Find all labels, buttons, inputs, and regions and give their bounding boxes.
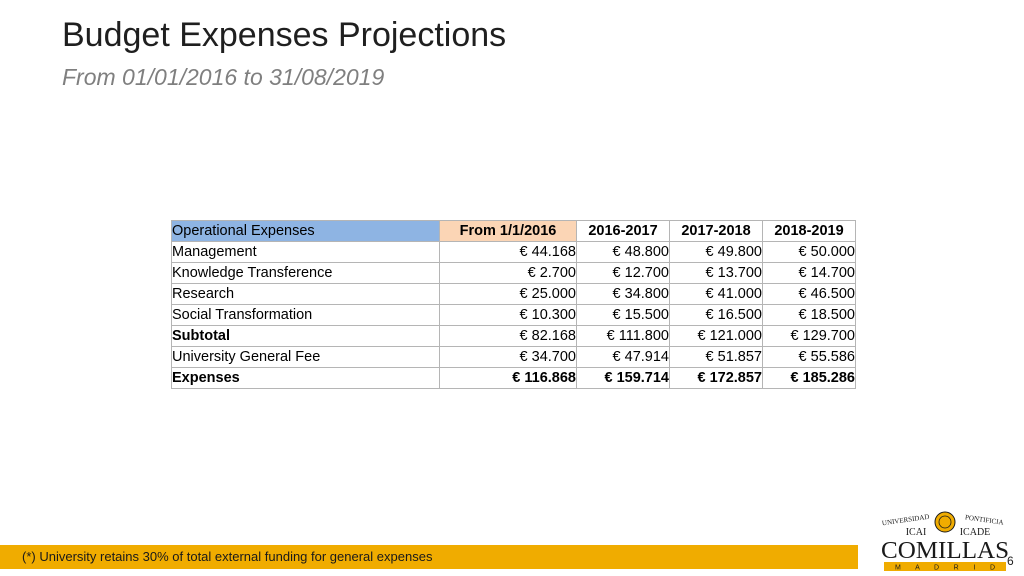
row-value: € 12.700 — [576, 262, 670, 284]
row-value: € 47.914 — [576, 346, 670, 368]
row-value: € 25.000 — [439, 283, 577, 305]
page-number: 6 — [1007, 554, 1014, 568]
row-value: € 172.857 — [669, 367, 763, 389]
row-label: Expenses — [171, 367, 440, 389]
row-value: € 10.300 — [439, 304, 577, 326]
footer-bar — [0, 545, 858, 569]
row-value: € 44.168 — [439, 241, 577, 263]
row-value: € 41.000 — [669, 283, 763, 305]
row-value: € 18.500 — [762, 304, 856, 326]
logo-text-icade: ICADE — [960, 527, 991, 538]
row-value: € 46.500 — [762, 283, 856, 305]
row-value: € 129.700 — [762, 325, 856, 347]
logo-text-universidad: UNIVERSIDAD — [881, 513, 929, 528]
row-value: € 13.700 — [669, 262, 763, 284]
table-row: Expenses € 116.868 € 159.714 € 172.857 € 185… — [171, 367, 856, 389]
row-value: € 48.800 — [576, 241, 670, 263]
footnote: (*) University retains 30% of total exte… — [22, 549, 433, 564]
row-label: Subtotal — [171, 325, 440, 347]
row-label: Knowledge Transference — [171, 262, 440, 284]
table-body: Management € 44.168 € 48.800 € 49.800 € 50.0… — [171, 241, 856, 389]
row-value: € 185.286 — [762, 367, 856, 389]
slide-title: Budget Expenses Projections — [62, 16, 507, 54]
row-value: € 82.168 — [439, 325, 577, 347]
header-2018-2019: 2018-2019 — [762, 220, 856, 242]
row-value: € 34.800 — [576, 283, 670, 305]
table-header-row: Operational Expenses From 1/1/2016 2016-… — [171, 220, 856, 242]
row-label: Research — [171, 283, 440, 305]
row-value: € 111.800 — [576, 325, 670, 347]
row-value: € 55.586 — [762, 346, 856, 368]
row-value: € 34.700 — [439, 346, 577, 368]
row-value: € 121.000 — [669, 325, 763, 347]
row-label: University General Fee — [171, 346, 440, 368]
header-from-2016: From 1/1/2016 — [439, 220, 577, 242]
table-row: Management € 44.168 € 48.800 € 49.800 € 50.0… — [171, 241, 856, 263]
header-2016-2017: 2016-2017 — [576, 220, 670, 242]
logo-text-comillas: COMILLAS — [881, 538, 1009, 564]
header-2017-2018: 2017-2018 — [669, 220, 763, 242]
table-row: Social Transformation € 10.300 € 15.500 € 1… — [171, 304, 856, 326]
row-label: Management — [171, 241, 440, 263]
row-value: € 49.800 — [669, 241, 763, 263]
row-value: € 50.000 — [762, 241, 856, 263]
logo-text-madrid: M A D R I D — [895, 565, 995, 572]
row-value: € 14.700 — [762, 262, 856, 284]
table-row: University General Fee € 34.700 € 47.914 € … — [171, 346, 856, 368]
row-value: € 16.500 — [669, 304, 763, 326]
budget-table: Operational Expenses From 1/1/2016 2016-… — [171, 220, 856, 389]
table-row: Subtotal € 82.168 € 111.800 € 121.000 € 129.… — [171, 325, 856, 347]
row-value: € 51.857 — [669, 346, 763, 368]
logo-text-icai: ICAI — [906, 527, 927, 538]
header-operational-expenses: Operational Expenses — [171, 220, 440, 242]
row-value: € 15.500 — [576, 304, 670, 326]
row-value: € 2.700 — [439, 262, 577, 284]
table-row: Knowledge Transference € 2.700 € 12.700 € 1… — [171, 262, 856, 284]
comillas-logo: UNIVERSIDAD PONTIFICIA ICAI ICADE COMILL… — [881, 511, 1009, 572]
row-value: € 116.868 — [439, 367, 577, 389]
row-value: € 159.714 — [576, 367, 670, 389]
row-label: Social Transformation — [171, 304, 440, 326]
slide-subtitle: From 01/01/2016 to 31/08/2019 — [62, 64, 385, 90]
table-row: Research € 25.000 € 34.800 € 41.000 € 46.500 — [171, 283, 856, 305]
logo-text-pontificia: PONTIFICIA — [964, 513, 1004, 526]
logo-seal-icon — [934, 511, 956, 533]
